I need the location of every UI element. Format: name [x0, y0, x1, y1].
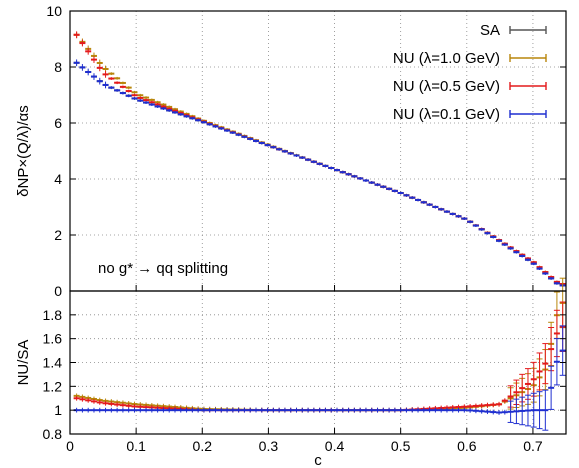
lower-y-tick-label: 1.8 — [43, 307, 63, 323]
upper-panel-ticks: 0 2 4 6 8 10 — [46, 3, 566, 299]
legend-label: NU (λ=1.0 GeV) — [393, 50, 500, 67]
upper-y-tick-label: 2 — [54, 227, 62, 243]
upper-y-tick-label: 0 — [54, 283, 62, 299]
upper-y-tick-label: 10 — [46, 3, 62, 19]
x-tick-label: 0 — [66, 438, 74, 454]
x-tick-label: 0.3 — [259, 438, 279, 454]
upper-y-axis-label: δNP×(Q/λ)/αs — [15, 105, 32, 197]
upper-y-tick-label: 6 — [54, 115, 62, 131]
lower-y-tick-label: 1.4 — [43, 355, 63, 371]
x-tick-label: 0.5 — [391, 438, 411, 454]
lower-y-axis-label: NU/SA — [15, 340, 32, 386]
lower-panel-series — [73, 277, 566, 431]
x-axis-label: c — [314, 452, 322, 468]
lower-panel-ticks: 0 0.1 0.2 0.3 0.4 0.5 0.6 0.7 0.8 1 1.2 1.4 1.6 1.8 — [43, 307, 566, 454]
legend: SA NU (λ=1.0 GeV) NU (λ=0.5 GeV) NU (λ=0.1 … — [393, 22, 547, 123]
upper-panel-series — [73, 31, 566, 287]
upper-y-tick-label: 8 — [54, 59, 62, 75]
legend-label: NU (λ=0.1 GeV) — [393, 106, 500, 123]
legend-label: SA — [480, 22, 500, 39]
lower-y-tick-label: 1.2 — [43, 378, 63, 394]
upper-y-tick-label: 4 — [54, 171, 62, 187]
legend-label: NU (λ=0.5 GeV) — [393, 78, 500, 95]
lower-y-tick-label: 0.8 — [43, 426, 63, 442]
lower-y-tick-label: 1 — [54, 402, 62, 418]
x-tick-label: 0.2 — [193, 438, 213, 454]
lower-y-tick-label: 1.6 — [43, 331, 63, 347]
x-tick-label: 0.7 — [523, 438, 543, 454]
annotation: no g* → qq splitting — [98, 260, 228, 277]
x-tick-label: 0.6 — [457, 438, 477, 454]
x-tick-label: 0.4 — [325, 438, 345, 454]
x-tick-label: 0.1 — [126, 438, 146, 454]
